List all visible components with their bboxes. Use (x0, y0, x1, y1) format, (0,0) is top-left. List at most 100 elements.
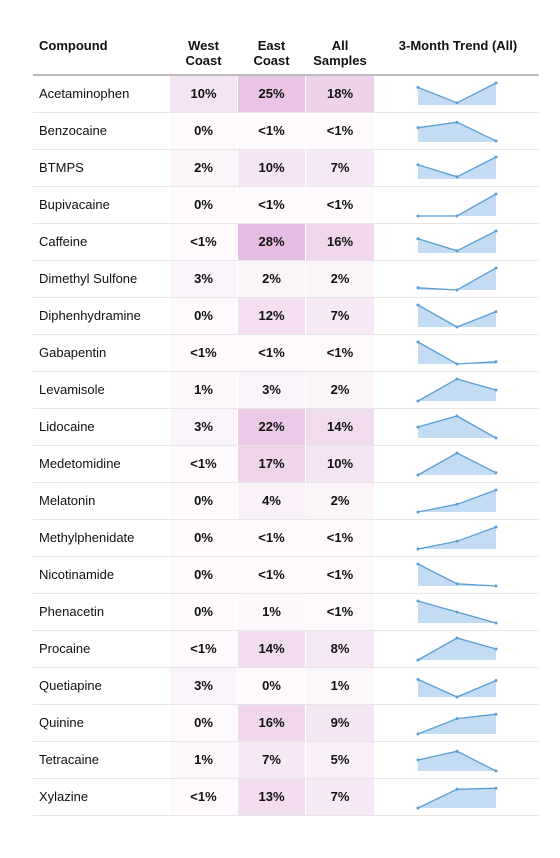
west-coast-value: 3% (170, 261, 237, 297)
compound-name: Caffeine (39, 234, 88, 249)
trend-point (416, 237, 420, 241)
trend-area (418, 305, 496, 327)
trend-point (494, 679, 498, 682)
east-coast-value: 22% (238, 409, 305, 445)
header-east-coast: East Coast (238, 38, 305, 68)
compound-name: Nicotinamide (39, 567, 115, 582)
header-all-line2: Samples (313, 53, 367, 68)
trend-point (455, 214, 459, 218)
east-coast-value: 3% (238, 372, 305, 408)
all-samples-value: 1% (306, 668, 374, 704)
east-coast-value: 25% (238, 76, 305, 112)
table-row: Benzocaine 0% <1% <1% (33, 113, 539, 150)
trend-point (494, 388, 498, 392)
trend-sparkline (416, 636, 498, 662)
trend-point (455, 414, 459, 418)
west-coast-value: 3% (170, 409, 237, 445)
trend-point (494, 488, 498, 492)
trend-point (455, 610, 459, 614)
trend-point (494, 436, 498, 440)
trend-sparkline (416, 488, 498, 514)
table-header: Compound West Coast East Coast All Sampl… (33, 30, 539, 76)
trend-point (494, 471, 498, 475)
trend-point (416, 658, 420, 662)
trend-point (494, 786, 498, 790)
trend-point (416, 126, 420, 130)
trend-sparkline (416, 377, 498, 403)
trend-point (494, 229, 498, 233)
table-body: Acetaminophen 10% 25% 18% Benzocaine 0% <1% <1%… (33, 76, 539, 816)
trend-point (494, 139, 498, 143)
trend-point (416, 562, 420, 566)
header-west-coast: West Coast (170, 38, 237, 68)
trend-area (418, 416, 496, 438)
trend-point (416, 303, 420, 307)
all-samples-value: 5% (306, 742, 374, 778)
east-coast-value: <1% (238, 335, 305, 371)
trend-sparkline (416, 120, 498, 143)
trend-sparkline (416, 266, 498, 292)
compound-name: Dimethyl Sulfone (39, 271, 138, 286)
trend-point (416, 286, 420, 290)
table-row: Quinine 0% 16% 9% (33, 705, 539, 742)
west-coast-value: 0% (170, 557, 237, 593)
trend-area (418, 194, 496, 216)
table-row: Acetaminophen 10% 25% 18% (33, 76, 539, 113)
table-row: Nicotinamide 0% <1% <1% (33, 557, 539, 594)
trend-sparkline (416, 712, 498, 736)
east-coast-value: 1% (238, 594, 305, 630)
trend-point (455, 249, 459, 253)
trend-area (418, 268, 496, 290)
header-compound: Compound (39, 38, 108, 53)
trend-point (494, 155, 498, 159)
compound-name: Diphenhydramine (39, 308, 141, 323)
east-coast-value: 14% (238, 631, 305, 667)
trend-point (455, 175, 459, 179)
all-samples-value: 7% (306, 298, 374, 334)
trend-area (418, 564, 496, 586)
all-samples-value: 7% (306, 150, 374, 186)
trend-point (494, 584, 498, 588)
trend-point (455, 636, 459, 640)
compound-name: BTMPS (39, 160, 84, 175)
trend-point (416, 340, 420, 344)
west-coast-value: 0% (170, 705, 237, 741)
compound-name: Quinine (39, 715, 84, 730)
all-samples-value: <1% (306, 594, 374, 630)
trend-point (455, 362, 459, 366)
compound-name: Bupivacaine (39, 197, 110, 212)
trend-point (416, 732, 420, 736)
table-row: Gabapentin <1% <1% <1% (33, 335, 539, 372)
trend-area (418, 788, 496, 808)
trend-point (416, 85, 420, 89)
table-row: Lidocaine 3% 22% 14% (33, 409, 539, 446)
west-coast-value: <1% (170, 335, 237, 371)
trend-sparkline (416, 81, 498, 105)
trend-area (418, 122, 496, 142)
west-coast-value: <1% (170, 631, 237, 667)
all-samples-value: <1% (306, 557, 374, 593)
east-coast-value: 10% (238, 150, 305, 186)
trend-point (455, 539, 459, 543)
trend-sparkline (416, 155, 498, 179)
east-coast-value: <1% (238, 187, 305, 223)
all-samples-value: 8% (306, 631, 374, 667)
east-coast-value: 17% (238, 446, 305, 482)
compound-name: Phenacetin (39, 604, 105, 619)
trend-point (455, 787, 459, 791)
compound-name: Procaine (39, 641, 91, 656)
trend-point (416, 677, 420, 681)
compound-name: Lidocaine (39, 419, 95, 434)
trend-sparkline (416, 303, 498, 329)
compound-name: Tetracaine (39, 752, 99, 767)
trend-point (455, 325, 459, 329)
trend-area (418, 751, 496, 771)
trend-point (494, 192, 498, 196)
trend-point (494, 310, 498, 314)
west-coast-value: 0% (170, 113, 237, 149)
all-samples-value: <1% (306, 335, 374, 371)
table-row: BTMPS 2% 10% 7% (33, 150, 539, 187)
west-coast-value: 0% (170, 298, 237, 334)
table-row: Melatonin 0% 4% 2% (33, 483, 539, 520)
east-coast-value: 4% (238, 483, 305, 519)
